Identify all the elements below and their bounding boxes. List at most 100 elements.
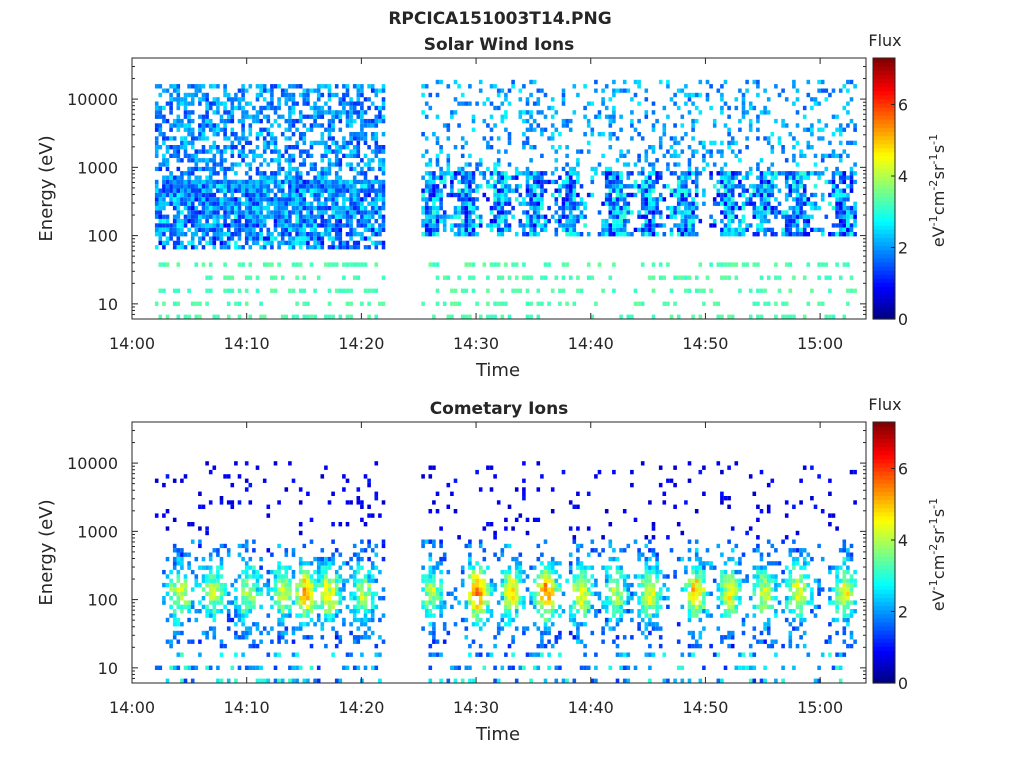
spectrogram-cell — [327, 617, 332, 623]
spectrogram-cell — [244, 153, 249, 158]
spectrogram-cell — [212, 201, 217, 206]
spectrogram-cell — [324, 227, 328, 232]
spectrogram-cell — [334, 145, 339, 150]
y-tick-label: 100 — [87, 227, 118, 246]
spectrogram-cell — [781, 149, 785, 154]
spectrogram-cell — [730, 175, 735, 180]
spectrogram-cell — [208, 105, 213, 111]
spectrogram-cell — [226, 474, 231, 479]
spectrogram-cell — [511, 652, 515, 657]
spectrogram-cell — [284, 548, 289, 553]
spectrogram-cell — [500, 118, 505, 124]
spectrogram-cell — [165, 591, 170, 596]
spectrogram-cell — [770, 175, 775, 180]
spectrogram-cell — [806, 140, 811, 145]
spectrogram-cell — [367, 539, 371, 544]
spectrogram-cell — [572, 188, 577, 193]
spectrogram-cell — [428, 192, 433, 198]
spectrogram-cell — [439, 145, 443, 150]
spectrogram-cell — [360, 548, 364, 553]
spectrogram-cell — [208, 288, 213, 293]
spectrogram-cell — [558, 192, 562, 198]
spectrogram-cell — [831, 175, 836, 180]
spectrogram-cell — [306, 184, 310, 189]
spectrogram-cell — [237, 288, 242, 293]
spectrogram-cell — [504, 622, 508, 627]
spectrogram-cell — [165, 88, 170, 93]
spectrogram-cell — [158, 114, 163, 119]
spectrogram-cell — [378, 205, 382, 211]
spectrogram-cell — [658, 210, 663, 215]
spectrogram-cell — [730, 205, 735, 211]
spectrogram-cell — [435, 92, 440, 98]
spectrogram-cell — [201, 92, 206, 98]
spectrogram-cell — [453, 288, 458, 293]
spectrogram-cell — [313, 587, 317, 592]
spectrogram-cell — [464, 223, 469, 228]
spectrogram-cell — [241, 630, 245, 636]
spectrogram-cell — [298, 227, 303, 232]
spectrogram-cell — [475, 223, 479, 228]
spectrogram-cell — [576, 201, 580, 206]
spectrogram-cell — [601, 223, 605, 228]
spectrogram-cell — [198, 201, 202, 206]
spectrogram-cell — [298, 604, 303, 609]
spectrogram-cell — [784, 171, 789, 176]
spectrogram-cell — [619, 210, 623, 215]
spectrogram-cell — [766, 171, 771, 176]
spectrogram-cell — [313, 556, 317, 562]
spectrogram-cell — [518, 552, 523, 557]
spectrogram-cell — [522, 275, 526, 280]
spectrogram-cell — [280, 223, 285, 228]
spectrogram-cell — [378, 223, 382, 228]
spectrogram-cell — [316, 565, 321, 570]
spectrogram-cell — [262, 175, 267, 180]
spectrogram-cell — [378, 197, 382, 202]
spectrogram-cell — [277, 561, 281, 566]
spectrogram-cell — [345, 652, 350, 657]
spectrogram-cell — [277, 604, 281, 609]
spectrogram-cell — [313, 179, 317, 185]
colorbar-tick-label: 2 — [898, 238, 908, 257]
spectrogram-cell — [637, 84, 641, 89]
spectrogram-cell — [540, 88, 544, 93]
spectrogram-cell — [316, 604, 321, 609]
spectrogram-cell — [781, 88, 785, 93]
spectrogram-cell — [799, 210, 803, 215]
spectrogram-cell — [799, 153, 803, 158]
spectrogram-cell — [381, 84, 386, 89]
spectrogram-cell — [475, 609, 479, 614]
spectrogram-cell — [428, 574, 433, 579]
spectrogram-cell — [532, 665, 537, 670]
spectrogram-cell — [270, 88, 274, 93]
spectrogram-cell — [252, 539, 256, 544]
spectrogram-cell — [691, 136, 695, 141]
spectrogram-cell — [486, 301, 490, 306]
spectrogram-cell — [169, 192, 173, 198]
spectrogram-cell — [561, 179, 566, 185]
spectrogram-cell — [219, 188, 224, 193]
spectrogram-cell — [338, 288, 343, 293]
spectrogram-cell — [716, 201, 721, 206]
spectrogram-cell — [522, 197, 526, 202]
spectrogram-cell — [489, 262, 494, 267]
spectrogram-cell — [471, 179, 476, 185]
spectrogram-cell — [266, 105, 271, 111]
spectrogram-cell — [259, 188, 263, 193]
spectrogram-cell — [475, 197, 479, 202]
spectrogram-cell — [255, 92, 260, 98]
spectrogram-cell — [302, 232, 307, 237]
spectrogram-cell — [543, 92, 548, 98]
spectrogram-cell — [615, 171, 620, 176]
spectrogram-cell — [284, 192, 289, 198]
spectrogram-cell — [730, 136, 735, 141]
spectrogram-cell — [648, 201, 652, 206]
spectrogram-cell — [234, 136, 238, 141]
spectrogram-cell — [615, 210, 620, 215]
spectrogram-cell — [432, 201, 436, 206]
spectrogram-cell — [327, 127, 332, 132]
spectrogram-cell — [248, 197, 253, 202]
spectrogram-cell — [446, 569, 451, 575]
spectrogram-cell — [234, 461, 238, 466]
